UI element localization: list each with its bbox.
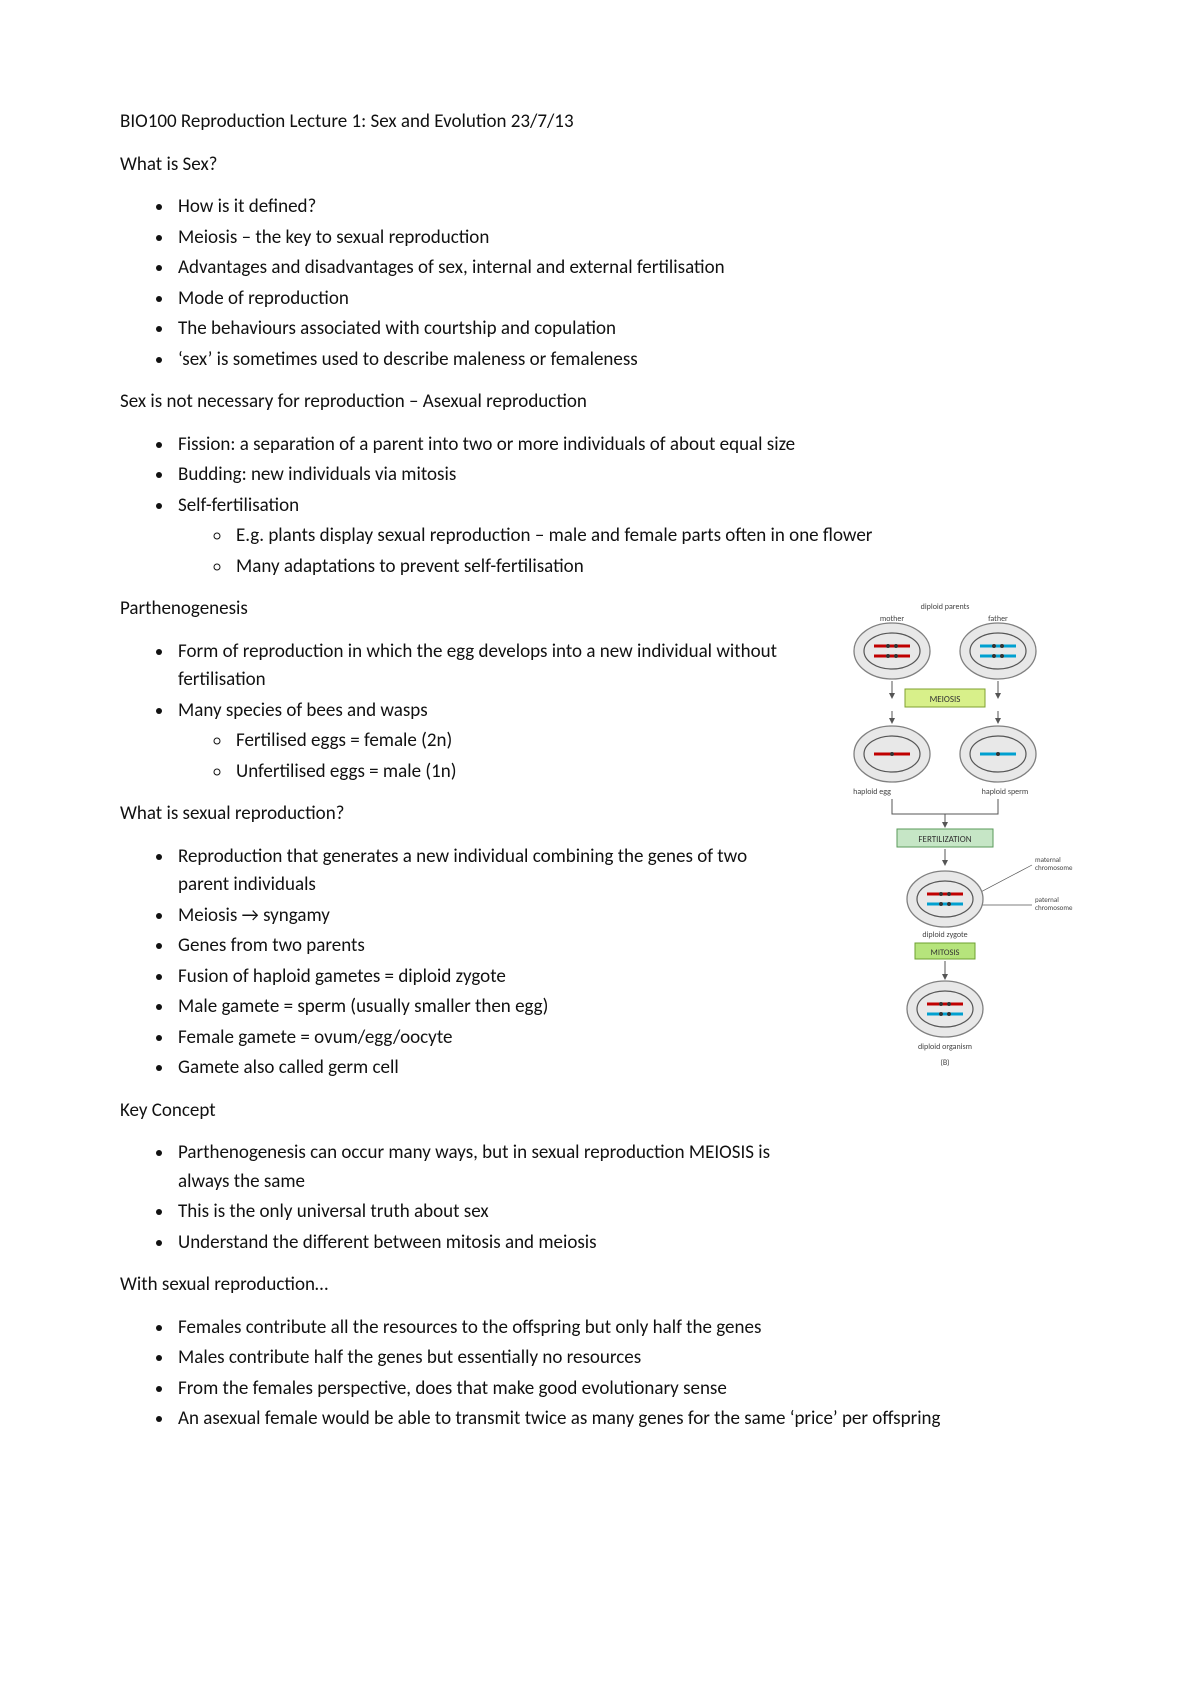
list-item: Understand the different between mitosis… (174, 1229, 794, 1258)
list-item: The behaviours associated with courtship… (174, 315, 1080, 344)
list-item: E.g. plants display sexual reproduction … (232, 522, 1080, 551)
page-title: BIO100 Reproduction Lecture 1: Sex and E… (120, 108, 1080, 137)
list-item-label: Many species of bees and wasps (178, 699, 428, 722)
label-haploid-egg: haploid egg (853, 787, 891, 797)
svg-text:chromosome: chromosome (1035, 863, 1073, 872)
heading-with-sexual-reproduction: With sexual reproduction… (120, 1271, 1080, 1300)
sublist: Fertilised eggs = female (2n) Unfertilis… (178, 727, 794, 786)
label-diploid-parents: diploid parents (921, 602, 970, 612)
svg-text:chromosome: chromosome (1035, 903, 1073, 912)
list-item: Fertilised eggs = female (2n) (232, 727, 794, 756)
list-item: Many adaptations to prevent self-fertili… (232, 553, 1080, 582)
heading-asexual: Sex is not necessary for reproduction – … (120, 388, 1080, 417)
list-item: Mode of reproduction (174, 285, 1080, 314)
list-key-concept: Parthenogenesis can occur many ways, but… (120, 1139, 794, 1257)
list-item: Form of reproduction in which the egg de… (174, 638, 794, 695)
label-fertilization: FERTILIZATION (918, 834, 971, 845)
list-item: Fission: a separation of a parent into t… (174, 431, 1080, 460)
list-item: Parthenogenesis can occur many ways, but… (174, 1139, 794, 1196)
list-item: An asexual female would be able to trans… (174, 1405, 1080, 1434)
list-item: Fusion of haploid gametes = diploid zygo… (174, 963, 794, 992)
list-item: Unfertilised eggs = male (1n) (232, 758, 794, 787)
list-item: From the females perspective, does that … (174, 1375, 1080, 1404)
list-item: Meiosis – the key to sexual reproduction (174, 224, 1080, 253)
list-item: Males contribute half the genes but esse… (174, 1344, 1080, 1373)
list-item: ‘sex’ is sometimes used to describe male… (174, 346, 1080, 375)
reproduction-diagram: diploid parents mother father (810, 595, 1080, 1089)
label-haploid-sperm: haploid sperm (982, 787, 1029, 797)
list-with-sexual-reproduction: Females contribute all the resources to … (120, 1314, 1080, 1434)
list-item: Gamete also called germ cell (174, 1054, 794, 1083)
label-diploid-organism: diploid organism (918, 1042, 972, 1052)
list-item: Many species of bees and wasps Fertilise… (174, 697, 794, 787)
list-item: Reproduction that generates a new indivi… (174, 843, 794, 900)
list-item: Advantages and disadvantages of sex, int… (174, 254, 1080, 283)
label-meiosis: MEIOSIS (930, 694, 961, 705)
list-item: Females contribute all the resources to … (174, 1314, 1080, 1343)
heading-key-concept: Key Concept (120, 1097, 794, 1126)
list-item: Self-fertilisation E.g. plants display s… (174, 492, 1080, 582)
label-mitosis: MITOSIS (931, 948, 960, 958)
list-what-is-sex: How is it defined? Meiosis – the key to … (120, 193, 1080, 374)
label-caption: (B) (940, 1058, 949, 1068)
list-item: Genes from two parents (174, 932, 794, 961)
label-diploid-zygote: diploid zygote (922, 930, 967, 940)
list-item: How is it defined? (174, 193, 1080, 222)
list-asexual: Fission: a separation of a parent into t… (120, 431, 1080, 582)
list-item: Budding: new individuals via mitosis (174, 461, 1080, 490)
list-sexual-reproduction: Reproduction that generates a new indivi… (120, 843, 794, 1083)
list-item: Female gamete = ovum/egg/oocyte (174, 1024, 794, 1053)
heading-sexual-reproduction: What is sexual reproduction? (120, 800, 794, 829)
list-item: Male gamete = sperm (usually smaller the… (174, 993, 794, 1022)
list-item-label: Self-fertilisation (178, 494, 299, 517)
sublist: E.g. plants display sexual reproduction … (178, 522, 1080, 581)
heading-what-is-sex: What is Sex? (120, 151, 1080, 180)
list-item: This is the only universal truth about s… (174, 1198, 794, 1227)
list-item: Meiosis → syngamy (174, 902, 794, 931)
heading-parthenogenesis: Parthenogenesis (120, 595, 794, 624)
list-parthenogenesis: Form of reproduction in which the egg de… (120, 638, 794, 787)
